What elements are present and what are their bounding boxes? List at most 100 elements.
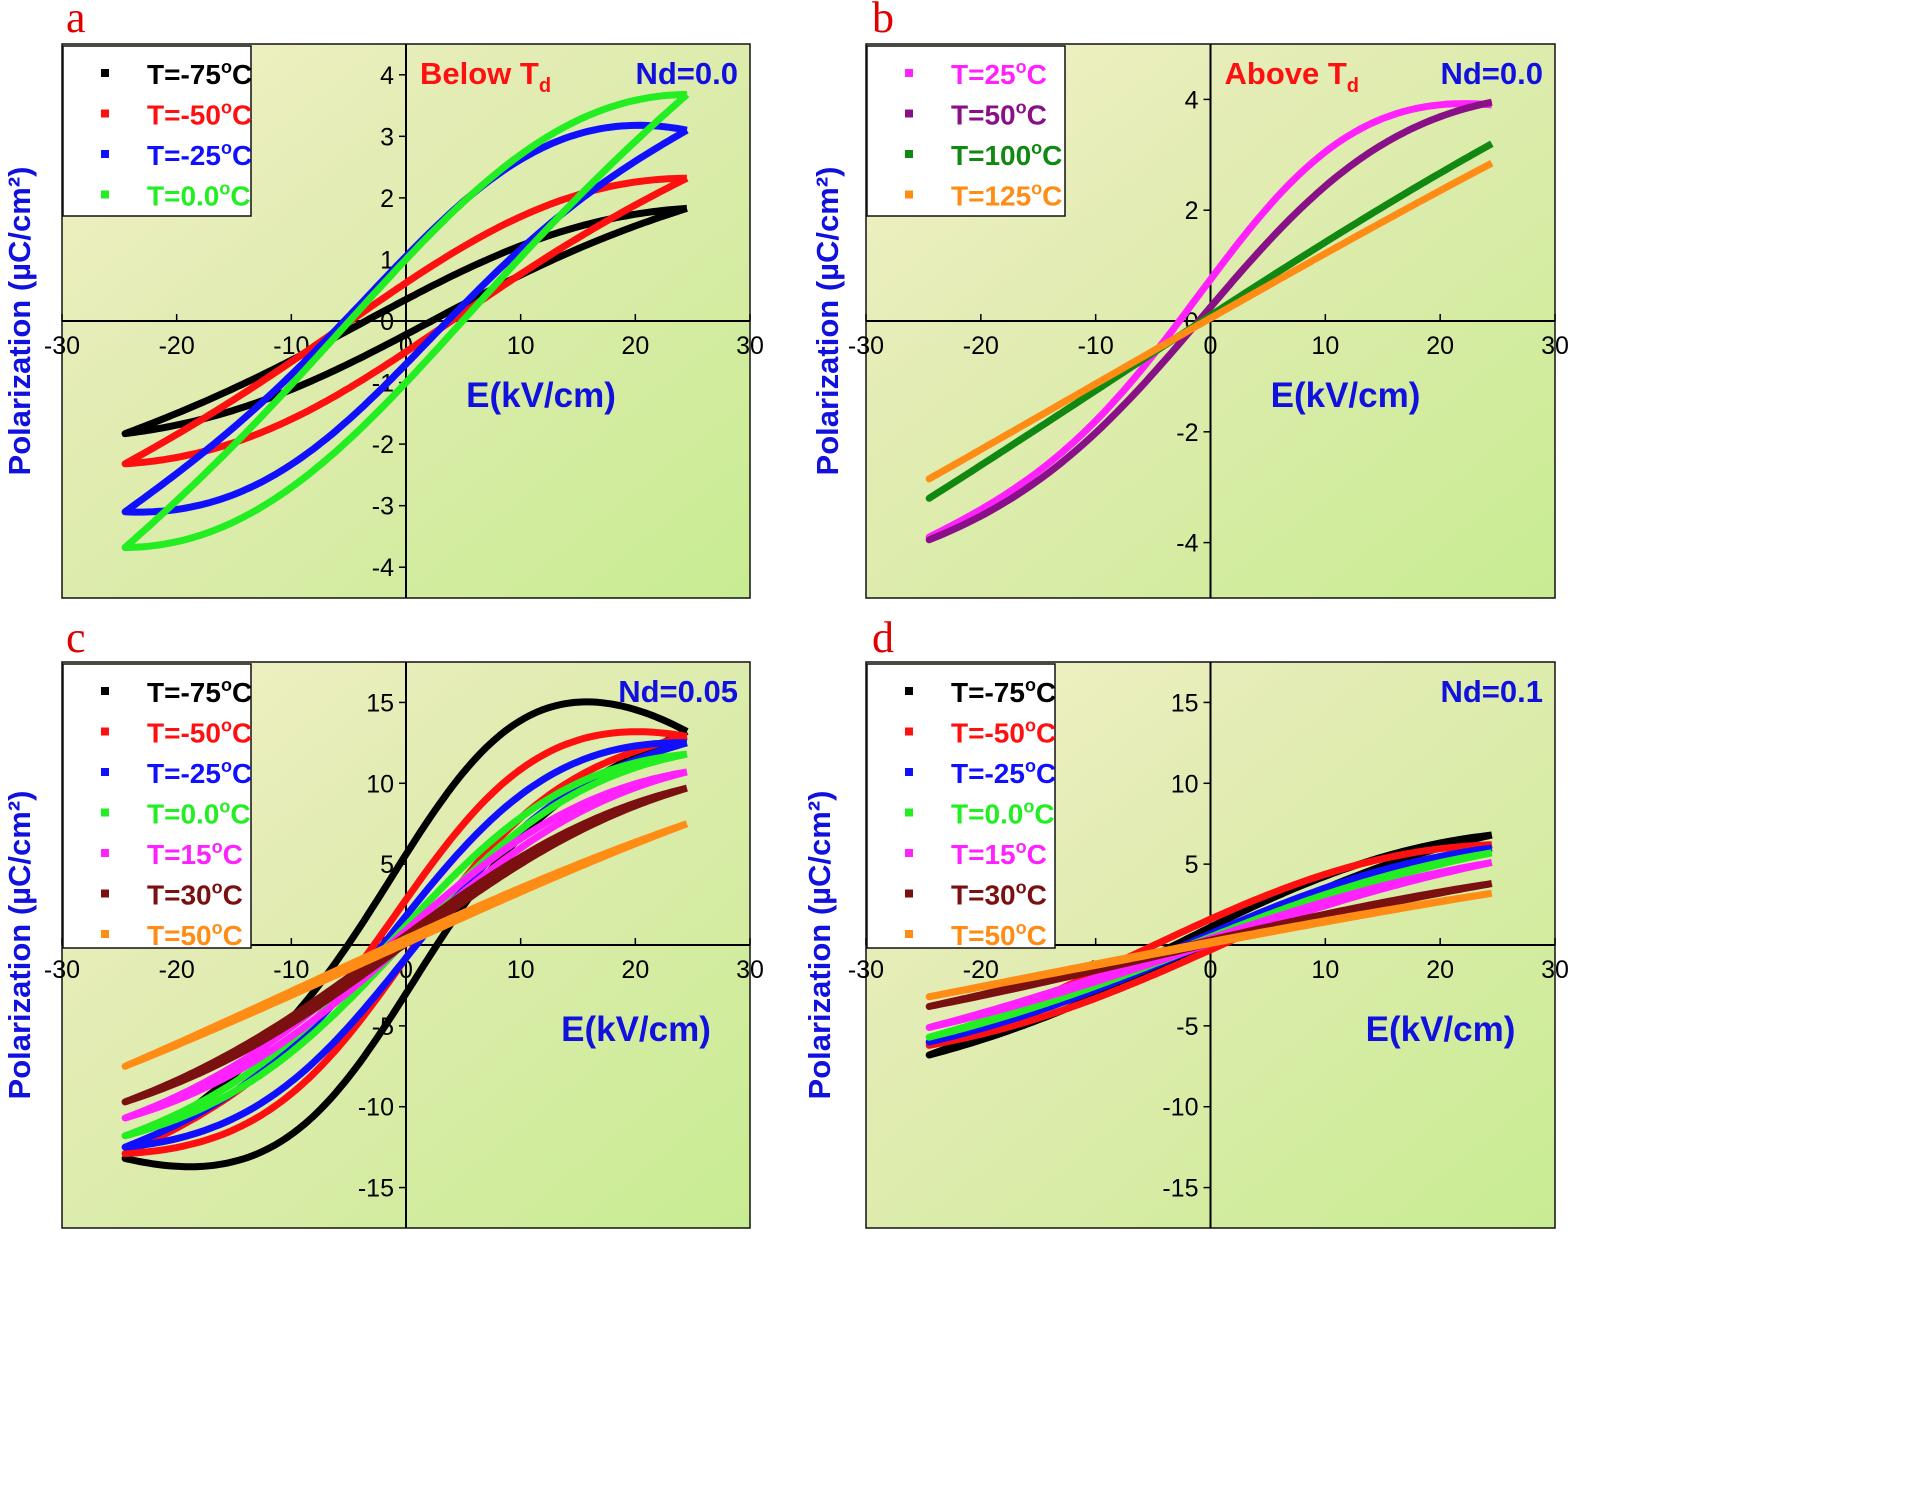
series-loop-2 — [925, 98, 1493, 544]
legend-entry: T=30oC — [147, 878, 243, 911]
x-tick-label: 30 — [736, 332, 764, 360]
x-tick-label: 30 — [1541, 332, 1569, 360]
legend-entry: T=-25oC — [147, 138, 252, 171]
x-tick-label: 20 — [621, 332, 649, 360]
x-tick-label: -20 — [963, 956, 999, 984]
x-tick-label: 10 — [1311, 956, 1339, 984]
x-tick-label: 20 — [1426, 956, 1454, 984]
x-tick-label: -30 — [848, 956, 884, 984]
y-tick-label: -4 — [1176, 530, 1198, 558]
panel-b: b-30 -20 -10 0 10 20 30-4-2024T=25oCT=50oCT=10… — [810, 0, 1569, 599]
x-tick-label: -30 — [44, 956, 80, 984]
y-tick-label: 10 — [366, 770, 394, 798]
x-tick-label: -10 — [1078, 332, 1114, 360]
panel-label: c — [66, 613, 86, 662]
series-loop-2 — [121, 174, 689, 468]
legend-entry: T=0.0oC — [147, 179, 251, 212]
y-tick-label: 4 — [1185, 86, 1199, 114]
panel-label: a — [66, 0, 86, 42]
series-loop-4 — [121, 91, 690, 551]
y-tick-label: -2 — [1176, 419, 1198, 447]
legend-entry: T=50oC — [147, 918, 243, 951]
y-tick-label: 15 — [366, 689, 394, 717]
legend-entry: T=-75oC — [147, 675, 252, 708]
temperature-note: Below Td — [420, 56, 551, 97]
x-axis-label: E(kV/cm) — [1271, 376, 1421, 415]
legend-marker — [101, 768, 109, 776]
x-tick-label: -30 — [848, 332, 884, 360]
x-tick-label: 20 — [1426, 332, 1454, 360]
y-tick-label: 15 — [1171, 689, 1199, 717]
y-tick-label: -4 — [372, 554, 394, 582]
y-tick-label: 10 — [1171, 770, 1199, 798]
legend-marker — [905, 109, 913, 118]
legend-entry: T=-75oC — [951, 675, 1056, 708]
series-loop-5 — [925, 859, 1493, 1031]
series-loop-7 — [925, 889, 1493, 1001]
legend-box — [62, 663, 252, 949]
y-tick-label: 2 — [1185, 197, 1199, 225]
y-axis-label: Polarization (µC/cm²) — [2, 167, 37, 476]
temperature-note: Above Td — [1225, 56, 1360, 97]
legend-entry: T=30oC — [951, 878, 1047, 911]
legend-entry: T=-50oC — [951, 716, 1056, 749]
y-tick-label: -3 — [372, 493, 394, 521]
y-tick-label: 2 — [380, 185, 394, 213]
y-tick-label: -10 — [358, 1094, 394, 1122]
legend-marker — [101, 727, 109, 736]
panel-a: a-30 -20 -10 0 10 20 30-4-3-2-101234T=-75oCT=-… — [2, 0, 764, 599]
series-loop-6 — [121, 784, 688, 1106]
legend-entry: T=25oC — [951, 57, 1047, 90]
x-axis-label: E(kV/cm) — [1366, 1010, 1516, 1049]
y-tick-label: 4 — [380, 62, 394, 90]
legend-marker — [905, 190, 913, 199]
series-loop-3 — [925, 140, 1494, 502]
y-axis-label: Polarization (µC/cm²) — [810, 167, 845, 476]
legend-entry: T=0.0oC — [147, 797, 251, 830]
y-tick-label: -2 — [372, 431, 394, 459]
legend-marker — [905, 150, 913, 158]
legend-entry: T=-50oC — [147, 716, 252, 749]
panel-title: Nd=0.0 — [635, 56, 738, 91]
panel-label: b — [872, 0, 894, 42]
panel-d: d-30 -20 -10 0 10 20 30-15-10-5051015T=-75oCT=… — [802, 613, 1569, 1229]
legend-marker — [101, 687, 109, 695]
y-tick-label: 3 — [380, 123, 394, 151]
x-tick-label: -10 — [273, 956, 309, 984]
legend-marker — [101, 109, 109, 118]
y-tick-label: -15 — [358, 1175, 394, 1203]
panel-title: Nd=0.0 — [1440, 56, 1543, 91]
legend-marker — [905, 889, 913, 898]
legend-entry: T=-75oC — [147, 57, 252, 90]
legend-marker — [905, 930, 913, 938]
legend-marker — [101, 190, 109, 199]
y-tick-label: -10 — [1162, 1094, 1198, 1122]
y-axis-label: Polarization (µC/cm²) — [802, 791, 837, 1100]
x-tick-label: 30 — [1541, 956, 1569, 984]
panel-title: Nd=0.1 — [1440, 674, 1543, 709]
panel-title: Nd=0.05 — [618, 674, 738, 709]
y-axis-label: Polarization (µC/cm²) — [2, 791, 37, 1100]
y-tick-label: -15 — [1162, 1175, 1198, 1203]
x-tick-label: -20 — [159, 956, 195, 984]
x-tick-label: 10 — [1311, 332, 1339, 360]
x-tick-label: 0 — [1204, 956, 1218, 984]
y-tick-label: -5 — [1176, 1013, 1198, 1041]
legend-box — [866, 663, 1056, 949]
x-axis-label: E(kV/cm) — [561, 1010, 711, 1049]
legend-entry: T=50oC — [951, 918, 1047, 951]
legend-marker — [101, 69, 109, 77]
legend-entry: T=-25oC — [951, 756, 1056, 789]
legend-entry: T=125oC — [951, 179, 1062, 212]
legend-entry: T=15oC — [147, 837, 243, 870]
legend-box — [62, 45, 252, 217]
y-tick-label: 5 — [380, 851, 394, 879]
panel-c: c-30 -20 -10 0 10 20 30-15-10-5051015T=-75oCT=… — [2, 613, 764, 1229]
legend-marker — [101, 889, 109, 898]
x-tick-label: 10 — [507, 956, 535, 984]
x-tick-label: -30 — [44, 332, 80, 360]
legend-box — [866, 45, 1066, 217]
legend-marker — [101, 930, 109, 938]
legend-marker — [905, 768, 913, 776]
